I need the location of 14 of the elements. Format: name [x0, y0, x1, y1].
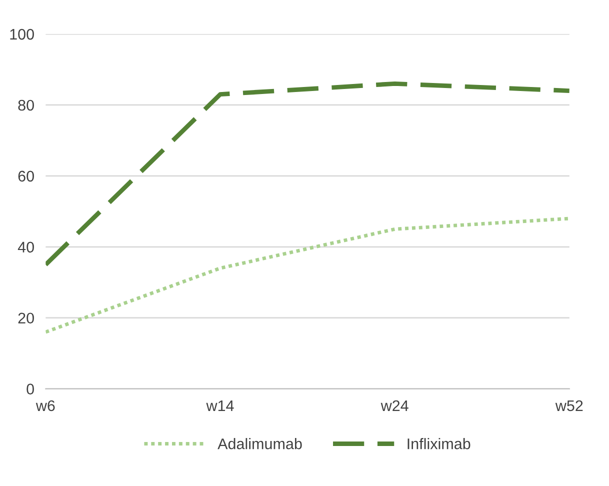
x-tick-label: w14: [206, 400, 234, 411]
y-tick-label: 0: [26, 384, 34, 394]
line-series: [46, 216, 570, 334]
legend-label: Infliximab: [408, 438, 470, 450]
y-tick-label: 80: [18, 100, 34, 111]
legend-label: Adalimumab: [218, 438, 302, 450]
x-tick-label: w52: [555, 400, 583, 412]
line-series: [46, 81, 570, 267]
y-tick-label: 40: [18, 242, 34, 253]
x-tick-label: w24: [380, 400, 408, 411]
y-tick-label: 20: [18, 312, 34, 324]
y-tick-label: 60: [18, 170, 34, 182]
x-tick-label: w6: [36, 400, 55, 412]
y-tick-label: 100: [10, 28, 34, 40]
